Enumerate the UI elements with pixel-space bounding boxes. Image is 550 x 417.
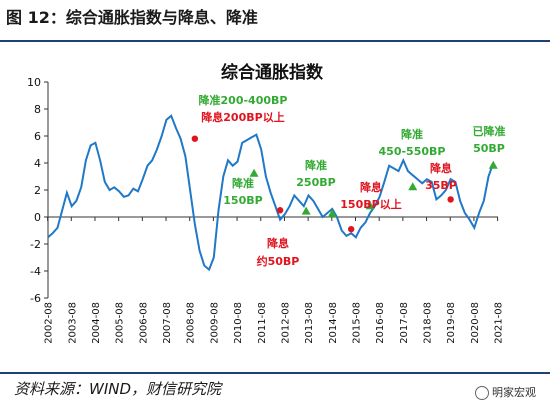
brand-mark: 明家宏观	[475, 384, 536, 400]
policy-annotation: 降息	[360, 180, 382, 194]
figure-title: 图 12：综合通胀指数与降息、降准	[6, 8, 258, 27]
rrr-cut-marker	[327, 209, 337, 218]
x-tick-label: 2004-08	[91, 302, 102, 344]
title-rule	[0, 40, 550, 42]
x-tick-label: 2006-08	[138, 302, 149, 344]
policy-annotation: 约50BP	[257, 254, 300, 268]
x-tick-label: 2018-08	[423, 302, 434, 344]
source-note: 资料来源：WIND，财信研究院	[14, 380, 222, 398]
x-tick-label: 2014-08	[328, 302, 339, 344]
x-tick-label: 2017-08	[399, 302, 410, 344]
wechat-icon	[475, 386, 489, 400]
footer-rule	[0, 372, 550, 374]
y-tick-label: -2	[30, 238, 41, 251]
x-tick-label: 2003-08	[67, 302, 78, 344]
x-tick-label: 2015-08	[352, 302, 363, 344]
policy-annotation: 降准	[401, 127, 423, 141]
policy-annotation: 150BP以上	[340, 197, 401, 211]
x-tick-label: 2019-08	[446, 302, 457, 344]
x-tick-label: 2008-08	[186, 302, 197, 344]
x-tick-label: 2007-08	[162, 302, 173, 344]
x-tick-label: 2016-08	[375, 302, 386, 344]
rate-cut-marker	[276, 207, 284, 214]
policy-annotation: 降息	[430, 161, 452, 175]
inflation-chart: -6 -4 -2 0 2 4 6 8 10 2002-08 2003-08 2004-08 2005-0…	[27, 62, 506, 344]
y-tick-label: 6	[34, 130, 41, 143]
policy-annotation: 已降准	[473, 124, 506, 138]
y-tick-label: 8	[34, 103, 41, 116]
policy-annotation: 降准	[232, 176, 254, 190]
brand-label: 明家宏观	[492, 386, 536, 399]
rrr-cut-marker	[408, 182, 418, 191]
y-tick-label: 2	[34, 184, 41, 197]
rrr-cut-marker	[249, 168, 259, 177]
x-tick-label: 2010-08	[233, 302, 244, 344]
policy-annotation: 450-550BP	[379, 145, 446, 158]
rate-cut-marker	[347, 225, 355, 233]
policy-annotation: 150BP	[223, 194, 262, 207]
x-tick-label: 2011-08	[257, 302, 268, 344]
rrr-cut-marker	[365, 201, 375, 210]
y-tick-label: 10	[27, 76, 41, 89]
x-tick-label: 2012-08	[280, 302, 291, 344]
rate-cut-marker	[191, 135, 199, 142]
policy-annotation: 35BP	[425, 179, 457, 192]
chart-title: 综合通胀指数	[221, 62, 324, 83]
policy-annotation: 降准200-400BP	[199, 93, 288, 107]
policy-annotation: 降息200BP以上	[201, 110, 284, 124]
y-tick-label: 4	[34, 157, 41, 170]
rate-cut-marker	[447, 196, 454, 203]
rrr-cut-marker	[488, 160, 498, 169]
x-tick-label: 2002-08	[44, 302, 55, 344]
y-tick-label: 0	[34, 211, 41, 224]
policy-annotation: 50BP	[473, 142, 505, 155]
policy-annotation: 降息	[267, 236, 289, 250]
x-tick-label: 2005-08	[115, 302, 126, 344]
x-tick-label: 2021-08	[494, 302, 505, 344]
y-tick-label: -6	[30, 292, 41, 305]
x-tick-label: 2020-08	[470, 302, 481, 344]
x-tick-label: 2013-08	[304, 302, 315, 344]
policy-annotation: 降准	[305, 158, 327, 172]
series-line	[47, 114, 495, 272]
policy-annotation: 250BP	[296, 176, 335, 189]
rrr-cut-marker	[301, 206, 311, 215]
x-tick-label: 2009-08	[209, 302, 220, 344]
y-tick-label: -4	[30, 265, 41, 278]
